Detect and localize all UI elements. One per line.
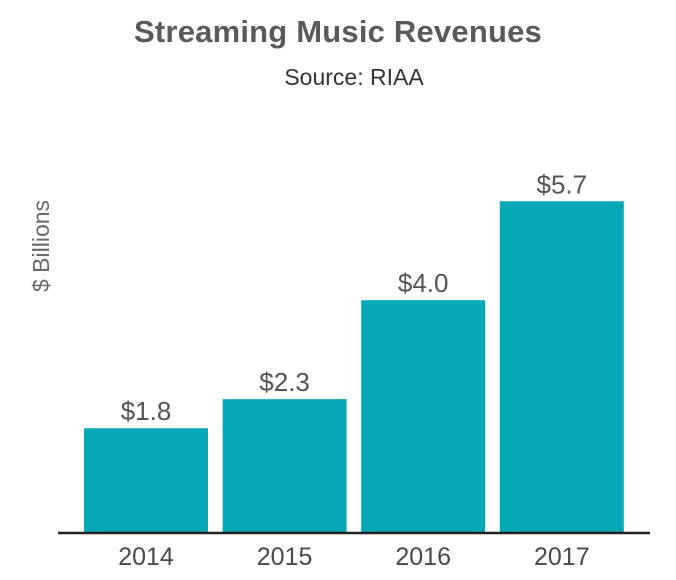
bar-value-label-2016: $4.0 — [398, 268, 449, 298]
x-tick-2014: 2014 — [118, 543, 174, 571]
y-axis-label: $ Billions — [28, 200, 54, 292]
bar-value-label-2017: $5.7 — [536, 169, 587, 199]
bar-2016 — [361, 300, 486, 533]
bar-2015 — [222, 399, 347, 533]
x-tick-2016: 2016 — [395, 543, 451, 571]
bar-value-label-2014: $1.8 — [121, 396, 172, 426]
chart-title: Streaming Music Revenues — [134, 14, 542, 49]
bar-2017 — [499, 201, 624, 533]
chart-subtitle: Source: RIAA — [284, 64, 424, 90]
x-tick-2015: 2015 — [257, 543, 313, 571]
x-tick-2017: 2017 — [534, 543, 590, 571]
bars-group: $1.8 $2.3 $4.0 $5.7 — [84, 169, 624, 533]
bar-value-label-2015: $2.3 — [259, 367, 310, 397]
bar-2014 — [84, 428, 208, 533]
x-tick-labels: 2014 2015 2016 2017 — [118, 543, 589, 571]
